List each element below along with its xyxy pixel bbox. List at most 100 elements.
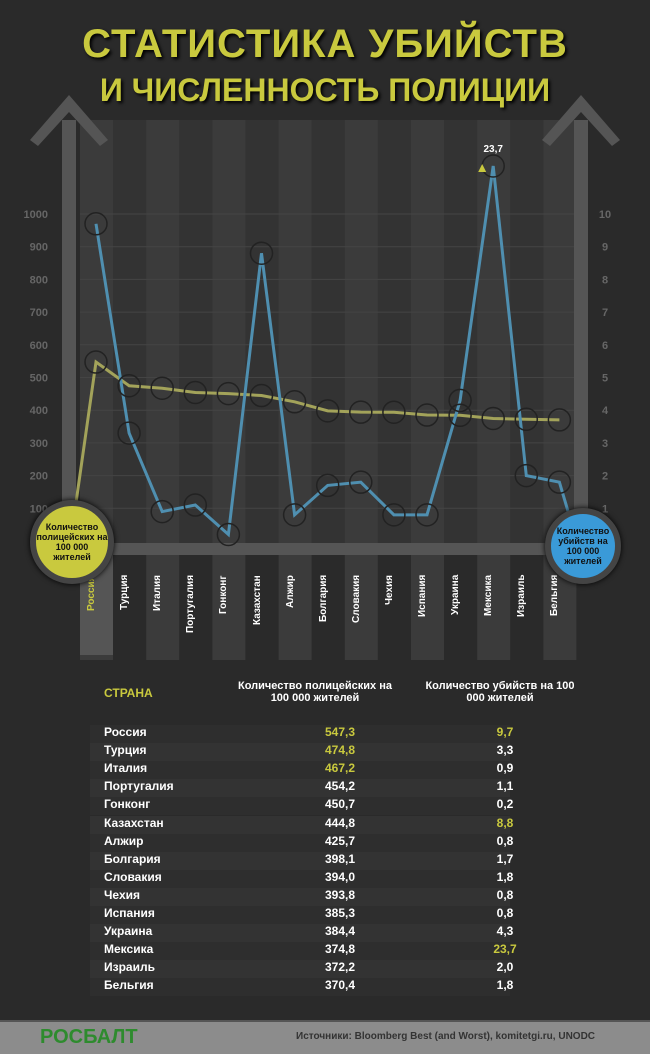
x-label: Португалия [185,575,197,634]
arrow-up-icon [478,164,487,172]
header-country: СТРАНА [104,686,153,700]
right-tick-label: 1 [602,503,608,515]
x-label: Болгария [317,575,329,623]
table-row: Турция 474,8 3,3 [90,743,513,762]
title-line-2: И ЧИСЛЕННОСТЬ ПОЛИЦИИ [99,72,551,108]
police-line [68,359,560,546]
x-label: Италия [152,575,164,611]
murder-value: 4,3 [496,924,514,939]
murder-value: 1,7 [496,851,514,866]
footer: РОСБАЛТ Источники: Bloomberg Best (and W… [0,1020,650,1054]
country-name: Израиль [104,960,155,975]
police-value: 384,4 [324,924,356,939]
table-row: Украина 384,4 4,3 [90,924,513,943]
police-value: 444,8 [324,815,356,830]
right-axis [574,120,588,550]
table-row: Израиль 372,2 2,0 [90,960,513,979]
murder-line [94,165,580,546]
right-axis-arrow [542,95,620,146]
column-band [411,120,444,660]
column-band [344,120,378,660]
legend-police-bubble: Количество полицейских на 100 000 жителе… [30,500,114,584]
country-name: Испания [104,906,155,920]
country-name: Мексика [104,942,154,957]
police-value: 547,3 [324,725,356,739]
legend-murder-bubble: Количество убийств на 100 000 жителей [545,508,621,584]
table-row: Болгария 398,1 1,7 [90,851,513,870]
police-value: 467,2 [324,761,356,776]
x-label: Испания [417,575,428,618]
left-axis [62,120,76,550]
header-murder: Количество убийств на 100 000 жителей [425,680,575,704]
country-name: Словакия [104,869,162,884]
murder-value: 1,8 [496,869,514,884]
country-name: Болгария [104,851,161,866]
table-row: Италия 467,2 0,9 [90,761,513,780]
left-tick-label: 800 [30,274,48,286]
murder-value: 3,3 [496,743,514,758]
police-value: 450,7 [324,797,356,812]
country-name: Италия [104,761,148,776]
table-row: Чехия 393,8 0,8 [90,887,513,906]
police-value: 374,8 [324,942,356,957]
police-value: 398,1 [324,851,356,866]
x-label: Мексика [483,575,495,617]
table-row: Португалия 454,2 1,1 [90,779,513,798]
left-tick-label: 200 [30,471,48,483]
table-row: Россия 547,3 9,7 [90,725,513,743]
table-row: Словакия 394,0 1,8 [90,869,513,888]
police-value: 474,8 [324,743,356,758]
x-label: Турция [119,575,131,611]
right-tick-label: 9 [602,242,608,254]
x-label: Израиль [516,575,528,618]
police-value: 385,3 [324,906,356,920]
right-tick-label: 5 [602,373,608,385]
country-name: Португалия [104,779,174,794]
x-label: Россия [86,575,97,611]
mexico-value-label: 23,7 [483,144,503,155]
table-row: Мексика 374,8 23,7 [90,942,517,961]
murder-value: 0,8 [496,906,514,920]
x-label: Гонконг [218,575,230,614]
x-label: Украина [450,575,462,616]
table-row: Бельгия 370,4 1,8 [90,978,513,997]
rosbalt-logo: РОСБАЛТ [40,1026,138,1048]
column-band [477,120,511,660]
murder-value: 8,8 [496,815,514,830]
murder-value: 0,9 [496,761,514,776]
police-value: 425,7 [324,833,356,848]
left-tick-label: 1000 [24,209,48,221]
police-value: 372,2 [324,960,356,975]
country-name: Казахстан [104,815,164,830]
left-tick-label: 500 [30,373,48,385]
police-value: 393,8 [324,887,356,902]
left-tick-label: 700 [30,307,48,319]
right-tick-label: 4 [602,405,609,417]
left-tick-label: 300 [30,438,48,450]
right-tick-label: 2 [602,471,608,483]
left-tick-label: 400 [30,405,48,417]
left-tick-label: 600 [30,340,48,352]
police-value: 394,0 [324,869,356,884]
right-tick-label: 7 [602,307,608,319]
right-tick-label: 8 [602,274,608,286]
police-value: 454,2 [324,779,356,794]
country-name: Турция [104,743,147,758]
table-row: Казахстан 444,8 8,8 [90,815,513,834]
murder-value: 0,2 [496,797,514,812]
left-tick-label: 900 [30,242,48,254]
left-axis-arrow [30,95,108,146]
country-name: Алжир [104,833,144,848]
country-name: Чехия [104,887,140,902]
right-tick-label: 3 [602,438,608,450]
header-police: Количество полицейских на 100 000 жителе… [238,680,392,704]
murder-value: 0,8 [496,833,514,848]
title-line-1: СТАТИСТИКА УБИЙСТВ [82,22,568,66]
right-tick-label: 10 [599,209,611,221]
chart: 1002003004005006007008009001000123456789… [24,95,620,660]
right-tick-label: 6 [602,340,608,352]
murder-value: 9,7 [496,725,514,739]
column-band [278,120,312,660]
murder-value: 1,1 [496,779,514,794]
murder-value: 23,7 [493,942,517,957]
